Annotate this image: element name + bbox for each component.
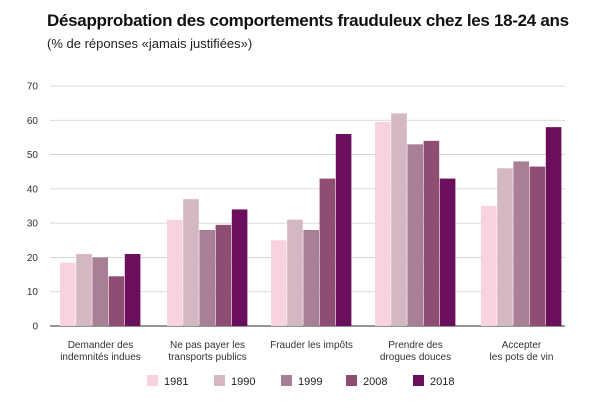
- bar-2008-1: [215, 224, 232, 326]
- y-tick-label: 0: [32, 322, 38, 333]
- bar-2018-1: [231, 209, 248, 326]
- chart-subtitle: (% de réponses «jamais justifiées»): [47, 36, 253, 51]
- y-tick-label: 20: [27, 253, 39, 264]
- bar-1999-3: [407, 144, 423, 326]
- bar-1990-0: [76, 254, 92, 326]
- y-tick-label: 70: [27, 82, 39, 93]
- category-label: Ne pas payer les transports publics: [168, 340, 246, 363]
- legend-label: 1990: [231, 376, 255, 388]
- bar-1999-4: [513, 161, 529, 326]
- legend-label: 1981: [164, 376, 188, 388]
- bar-1999-2: [303, 230, 319, 326]
- bar-1990-3: [391, 113, 407, 326]
- bar-2018-0: [124, 254, 141, 326]
- bar-1990-2: [287, 219, 303, 326]
- bar-1999-0: [92, 257, 108, 326]
- legend-label: 2018: [430, 376, 454, 388]
- bar-1990-1: [183, 199, 199, 326]
- bar-1999-1: [199, 230, 215, 326]
- y-tick-label: 10: [27, 287, 39, 298]
- bar-1981-0: [60, 262, 76, 326]
- legend-swatch-1999: [281, 375, 292, 386]
- bar-1981-2: [271, 240, 287, 326]
- bar-2018-3: [439, 178, 456, 326]
- legend-label: 1999: [298, 376, 322, 388]
- category-label: Frauder les impôts: [270, 340, 353, 351]
- bar-1981-3: [375, 122, 391, 326]
- y-tick-label: 40: [27, 184, 39, 195]
- bar-1981-1: [167, 219, 183, 326]
- bar-2008-4: [529, 166, 546, 326]
- bar-2018-2: [335, 134, 352, 326]
- bar-2008-0: [108, 276, 125, 326]
- legend-swatch-2008: [346, 375, 357, 386]
- y-tick-label: 30: [27, 219, 39, 230]
- legend-swatch-1990: [214, 375, 225, 386]
- bar-2008-2: [319, 178, 336, 326]
- legend-swatch-2018: [413, 375, 424, 386]
- category-label: Demander des indemnités indues: [60, 340, 141, 363]
- legend-swatch-1981: [147, 375, 158, 386]
- legend-label: 2008: [363, 376, 387, 388]
- y-tick-label: 50: [27, 150, 39, 161]
- chart-title: Désapprobation des comportements fraudul…: [47, 11, 569, 30]
- category-label: Prendre des drogues douces: [380, 340, 451, 363]
- bar-1990-4: [497, 168, 513, 326]
- bar-2008-3: [423, 140, 440, 326]
- y-tick-label: 60: [27, 116, 39, 127]
- bar-1981-4: [481, 206, 497, 326]
- bar-2018-4: [545, 127, 562, 327]
- category-label: Accepter les pots de vin: [490, 340, 554, 363]
